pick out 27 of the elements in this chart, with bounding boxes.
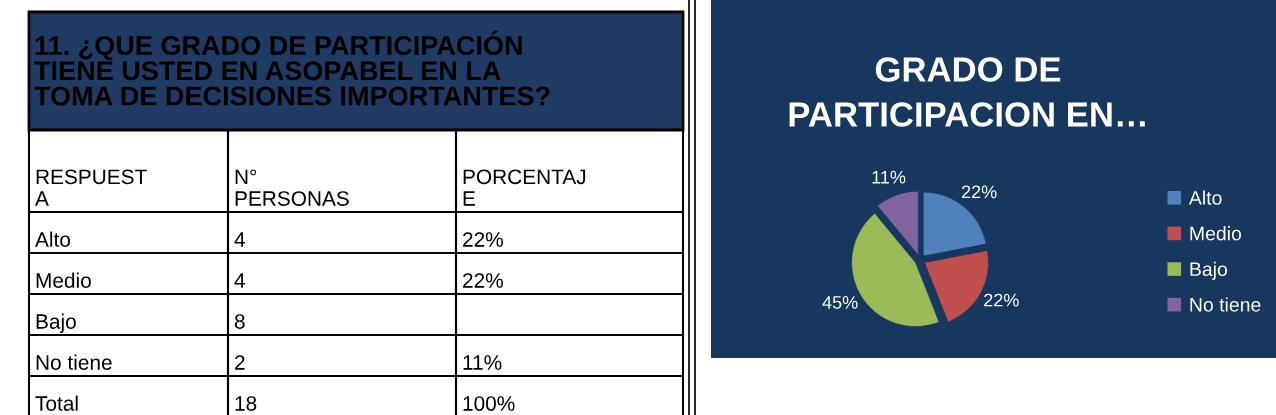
text: 4 (234, 273, 245, 288)
text: 2 (235, 355, 245, 370)
text: 11. ¿QUE GRADO DE PARTICIPACIÓN TIENE USTED EN ASOPABEL EN LA TOMA DE DECISIONES IMPORTANTES? (34, 30, 550, 106)
text: N° PERSONAS (235, 169, 349, 206)
legend-label: No tiene (1190, 297, 1261, 312)
chart-title: GRADO DE PARTICIPACION EN… (789, 57, 1145, 127)
text: Medio (36, 272, 91, 288)
text: Total (35, 395, 78, 411)
text: 18 (235, 396, 257, 411)
text: Bajo (36, 313, 76, 333)
data-label: 11% (872, 170, 906, 184)
text: PORCENTAJ E (463, 169, 586, 206)
text: 100% (463, 396, 515, 411)
legend-label: Medio (1190, 226, 1242, 241)
text: Alto (35, 231, 71, 247)
data-label: 45% (822, 296, 858, 309)
data-label: 22% (984, 293, 1019, 307)
text: RESPUEST A (35, 169, 147, 206)
legend-label: Alto (1188, 190, 1222, 205)
text: 22% (463, 273, 503, 288)
data-label: 22% (961, 185, 997, 199)
text: 11% (463, 355, 502, 370)
text: No tiene (36, 354, 112, 370)
text: 4 (234, 232, 245, 247)
text: 22% (463, 232, 503, 247)
legend-label: Bajo (1190, 261, 1227, 280)
text: 8 (234, 314, 245, 329)
